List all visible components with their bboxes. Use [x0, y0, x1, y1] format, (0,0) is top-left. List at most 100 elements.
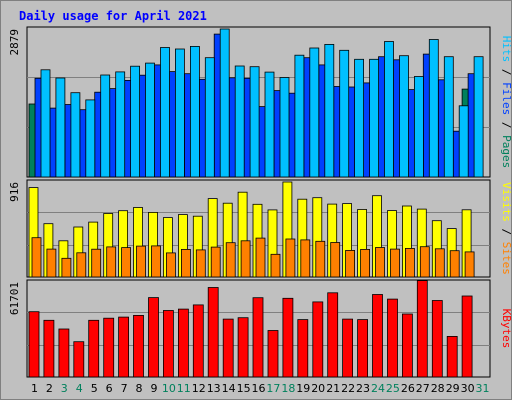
bar-kbytes: [342, 318, 354, 378]
bar-sites: [300, 239, 311, 278]
bar-kbytes: [73, 341, 85, 378]
bar-kbytes: [207, 287, 219, 378]
bar-kbytes: [28, 311, 40, 378]
day-label: 6: [106, 382, 113, 395]
bar-sites: [136, 245, 146, 278]
bar-sites: [121, 247, 131, 278]
legend-text: /: [500, 62, 512, 75]
bar-hits: [85, 99, 96, 178]
bars: [28, 181, 475, 278]
bar-hits: [204, 57, 215, 178]
day-label: 12: [192, 382, 206, 395]
bar-hits: [130, 65, 141, 178]
bar-kbytes: [327, 292, 339, 378]
hits-files-pages-panel: 2879 Hits / Files / Pages: [8, 26, 512, 178]
bar-hits: [369, 58, 380, 178]
bar-kbytes: [222, 318, 234, 378]
bar-kbytes: [357, 319, 369, 378]
day-label: 2: [46, 382, 53, 395]
bar-hits: [339, 49, 350, 178]
bar-kbytes: [88, 319, 100, 378]
bar-kbytes: [431, 300, 443, 378]
bar-kbytes: [297, 319, 309, 378]
bar-sites: [210, 246, 221, 278]
bar-kbytes: [387, 298, 398, 378]
bar-kbytes: [177, 308, 189, 378]
day-label: 16: [252, 382, 266, 395]
bar-sites: [270, 253, 281, 278]
series-legend: KBytes: [500, 309, 512, 349]
day-label: 28: [431, 382, 445, 395]
bar-hits: [294, 54, 305, 178]
day-label: 8: [136, 382, 143, 395]
bar-hits: [458, 105, 469, 178]
bar-hits: [279, 77, 290, 178]
day-label: 4: [76, 382, 83, 395]
day-label: 20: [311, 382, 325, 395]
bar-kbytes: [312, 301, 324, 378]
bars: [28, 280, 473, 378]
bar-sites: [434, 248, 445, 278]
legend-text: Sites: [500, 235, 512, 275]
day-label: 21: [326, 382, 340, 395]
bar-kbytes: [416, 280, 428, 378]
visits-sites-panel: 916 Visits / Sites: [8, 179, 512, 278]
day-label: 10: [162, 382, 176, 395]
bar-hits: [324, 44, 335, 178]
bar-hits: [234, 65, 245, 178]
day-labels: 1 2 3 4 5 6 7 8 9 10 11 12 13 14 15 16 17 18 19 20 21 22 23 24 2…: [31, 382, 490, 395]
bar-sites: [464, 251, 475, 278]
bar-sites: [419, 246, 430, 278]
y-max-label: 2879: [8, 29, 21, 56]
bar-hits: [264, 71, 275, 178]
day-label: 13: [207, 382, 221, 395]
bar-hits: [443, 56, 454, 178]
bar-kbytes: [192, 304, 204, 378]
bar-hits: [189, 46, 200, 178]
bar-hits: [115, 71, 126, 178]
legend-text: Visits: [500, 182, 512, 222]
bar-sites: [91, 248, 102, 278]
day-label: 3: [61, 382, 68, 395]
bar-kbytes: [58, 328, 70, 378]
legend-text: /: [500, 222, 512, 235]
day-label: 22: [341, 382, 355, 395]
bar-kbytes: [401, 313, 413, 378]
series-legend: Visits / Sites: [500, 182, 512, 275]
bar-sites: [360, 248, 371, 278]
y-max-label: 61701: [8, 282, 21, 315]
legend-text: /: [500, 115, 512, 128]
bar-kbytes: [237, 317, 249, 378]
bar-kbytes: [162, 310, 174, 378]
bar-sites: [76, 252, 87, 278]
day-label: 25: [386, 382, 400, 395]
bar-hits: [40, 69, 51, 178]
bar-hits: [249, 66, 260, 178]
day-label: 19: [296, 382, 310, 395]
day-label: 5: [91, 382, 98, 395]
legend-text: KBytes: [500, 309, 512, 349]
legend-text: Hits: [500, 36, 512, 63]
bar-hits: [413, 76, 424, 178]
day-label: 17: [266, 382, 280, 395]
day-label: 29: [446, 382, 460, 395]
bar-hits: [428, 39, 439, 178]
bar-sites: [390, 248, 400, 278]
bar-sites: [31, 237, 42, 278]
bar-sites: [106, 246, 117, 278]
bar-kbytes: [267, 330, 279, 378]
bar-sites: [151, 245, 161, 278]
day-label: 31: [476, 382, 490, 395]
bar-hits: [399, 55, 409, 178]
bar-kbytes: [372, 294, 383, 378]
bar-sites: [345, 249, 356, 278]
bar-kbytes: [133, 314, 144, 378]
bar-sites: [165, 252, 176, 278]
bar-kbytes: [43, 319, 55, 378]
bar-kbytes: [446, 335, 458, 378]
bars: [28, 28, 484, 178]
bar-hits: [354, 58, 365, 178]
bar-hits: [55, 77, 66, 178]
bar-sites: [330, 242, 341, 278]
day-label: 27: [416, 382, 430, 395]
